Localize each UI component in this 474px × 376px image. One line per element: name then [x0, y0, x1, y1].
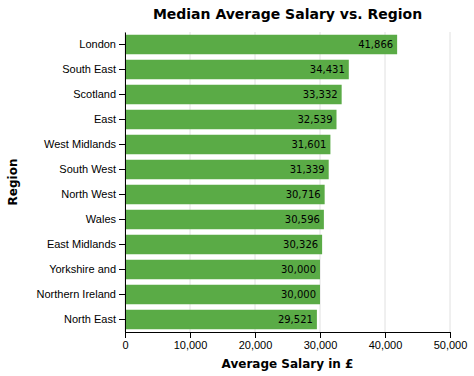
x-axis-title: Average Salary in £: [222, 357, 354, 371]
bar: [125, 235, 322, 255]
y-tick-label: North East: [64, 313, 116, 325]
y-tick: West Midlands: [44, 138, 125, 150]
y-tick: Yorkshire and: [49, 263, 125, 275]
bar: [125, 260, 320, 280]
y-tick-label: Northern Ireland: [37, 288, 117, 300]
bar: [125, 110, 337, 130]
y-tick: North East: [64, 313, 125, 325]
x-tick: 10,000: [174, 332, 208, 351]
data-label: 31,339: [290, 164, 325, 175]
data-label: 29,521: [278, 314, 313, 325]
x-tick-mark: [320, 332, 321, 338]
data-label: 30,596: [285, 214, 320, 225]
x-tick: 50,000: [434, 332, 468, 351]
bar: [125, 60, 349, 80]
y-tick-mark: [119, 44, 125, 45]
x-tick-mark: [190, 332, 191, 338]
y-tick-mark: [119, 294, 125, 295]
bar: [125, 85, 342, 105]
x-tick-label: 20,000: [239, 339, 273, 351]
data-label: 30,000: [281, 264, 316, 275]
data-label: 30,000: [281, 289, 316, 300]
data-label: 30,716: [286, 189, 321, 200]
y-tick-label: North West: [61, 188, 116, 200]
bar: [125, 35, 397, 55]
x-tick: 40,000: [369, 332, 403, 351]
y-tick-mark: [119, 194, 125, 195]
y-axis-line: [125, 33, 126, 333]
y-tick-label: Yorkshire and: [49, 263, 116, 275]
y-axis-title: Region: [6, 159, 20, 206]
y-tick-mark: [119, 319, 125, 320]
x-axis-line: [126, 332, 451, 333]
y-tick: South West: [59, 163, 125, 175]
title: Median Average Salary vs. Region: [153, 6, 422, 22]
chart: 0 10,000 20,000 30,000 40,000 50,000 North Eas…: [0, 0, 474, 376]
y-tick-label: South East: [62, 63, 116, 75]
y-tick-mark: [119, 169, 125, 170]
y-tick-label: East Midlands: [47, 238, 117, 250]
x-tick-label: 10,000: [174, 339, 208, 351]
bar: [125, 160, 329, 180]
y-tick: South East: [62, 63, 125, 75]
y-tick-label: West Midlands: [44, 138, 116, 150]
x-tick: 30,000: [304, 332, 338, 351]
y-tick: Wales: [86, 213, 125, 225]
data-label: 41,866: [358, 39, 393, 50]
y-tick: Scotland: [73, 88, 125, 100]
y-axis: North East Northern Ireland Yorkshire and E…: [37, 33, 126, 333]
x-tick-label: 50,000: [434, 339, 468, 351]
x-tick: 0: [122, 332, 128, 351]
data-label: 33,332: [303, 89, 338, 100]
data-label: 31,601: [291, 139, 326, 150]
bar: [125, 210, 324, 230]
data-label: 32,539: [298, 114, 333, 125]
x-tick-mark: [450, 332, 451, 338]
bar: [125, 310, 317, 330]
x-tick-label: 40,000: [369, 339, 403, 351]
y-tick-mark: [119, 144, 125, 145]
y-tick: East: [94, 113, 125, 125]
y-tick-label: South West: [59, 163, 116, 175]
y-tick-mark: [119, 269, 125, 270]
y-tick-label: Wales: [86, 213, 117, 225]
data-label: 34,431: [310, 64, 345, 75]
bar: [125, 135, 330, 155]
bars: [125, 35, 397, 330]
y-tick: London: [79, 38, 125, 50]
grid-line: [385, 32, 386, 332]
x-tick-mark: [255, 332, 256, 338]
y-tick: East Midlands: [47, 238, 125, 250]
y-tick-mark: [119, 219, 125, 220]
y-tick: Northern Ireland: [37, 288, 126, 300]
x-tick-label: 30,000: [304, 339, 338, 351]
y-tick-mark: [119, 119, 125, 120]
y-tick-mark: [119, 244, 125, 245]
x-tick: 20,000: [239, 332, 273, 351]
bar: [125, 285, 320, 305]
y-tick: North West: [61, 188, 125, 200]
y-tick-mark: [119, 94, 125, 95]
bar: [125, 185, 325, 205]
x-tick-mark: [385, 332, 386, 338]
grid-line: [125, 32, 126, 332]
data-labels: 29,521 30,000 30,000 30,326 30,596 30,716 31,3…: [278, 39, 393, 325]
grid: [125, 32, 450, 332]
y-tick-label: Scotland: [73, 88, 116, 100]
x-tick-mark: [125, 332, 126, 338]
y-tick-label: London: [79, 38, 116, 50]
data-label: 30,326: [283, 239, 318, 250]
y-tick-label: East: [94, 113, 116, 125]
plot: 0 10,000 20,000 30,000 40,000 50,000 North Eas…: [37, 32, 468, 351]
y-tick-mark: [119, 69, 125, 70]
grid-line: [450, 32, 451, 332]
x-axis: 0 10,000 20,000 30,000 40,000 50,000: [122, 332, 467, 351]
x-tick-label: 0: [122, 339, 128, 351]
